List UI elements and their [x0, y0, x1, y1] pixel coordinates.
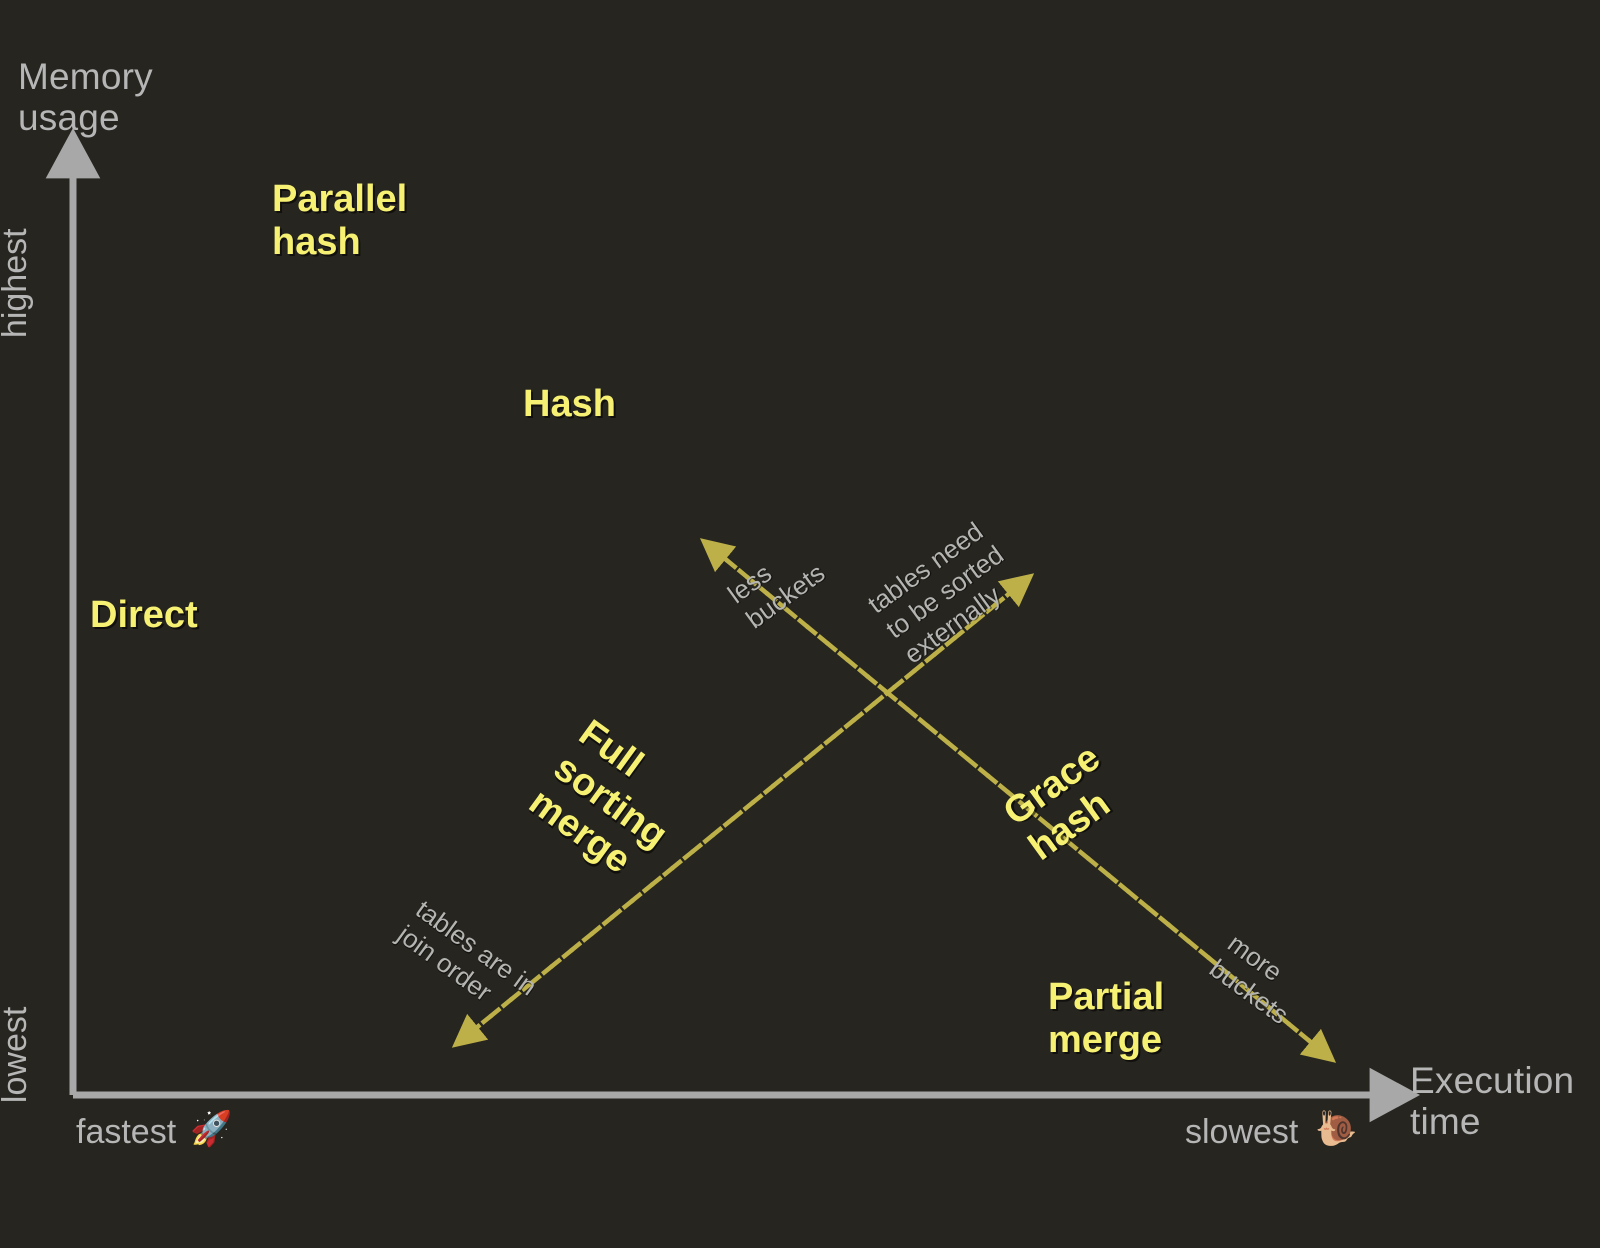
y-axis-high-label: highest: [0, 228, 34, 339]
method-label-direct: Direct: [90, 594, 198, 636]
rocket-icon: 🚀: [190, 1110, 233, 1148]
method-label-parallel-hash: Parallel hash: [272, 178, 408, 263]
method-label-hash: Hash: [523, 383, 616, 425]
x-axis-caption: Execution time: [1410, 1060, 1575, 1143]
snail-icon: 🐌: [1315, 1110, 1358, 1148]
y-axis-caption: Memory usage: [18, 56, 153, 139]
method-label-partial-merge: Partial merge: [1048, 976, 1165, 1061]
x-axis-low-label: fastest: [76, 1113, 177, 1151]
x-axis-high-label: slowest: [1185, 1113, 1299, 1151]
y-axis-low-label: lowest: [0, 1006, 34, 1104]
